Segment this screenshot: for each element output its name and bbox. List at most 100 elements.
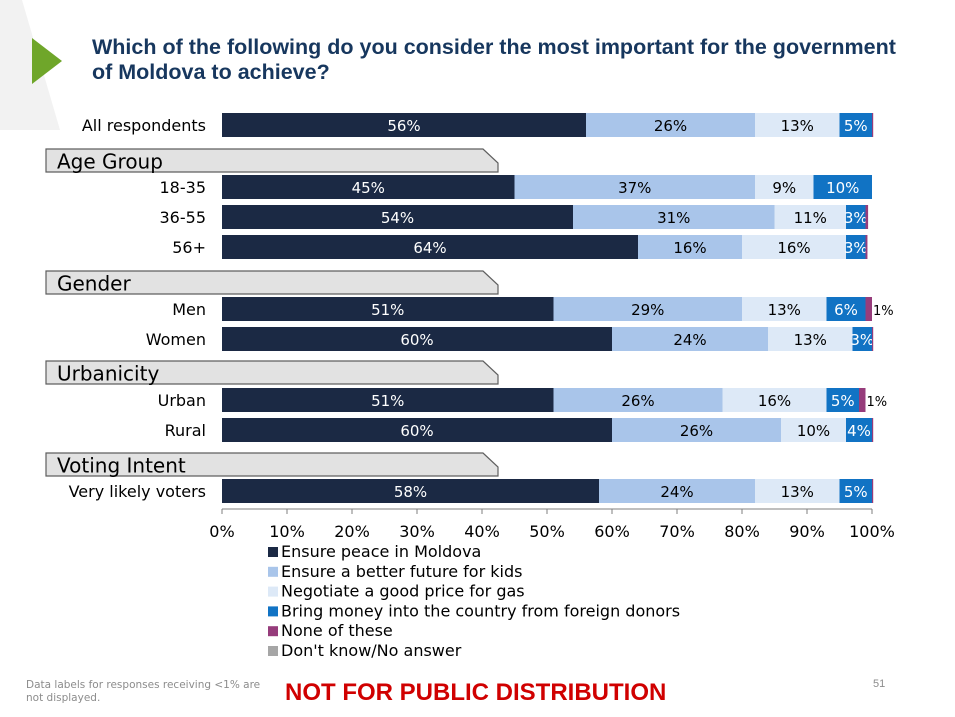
bar-segment	[742, 297, 827, 321]
bar-segment	[768, 327, 853, 351]
bar-segment	[865, 235, 868, 259]
corner-decoration	[0, 0, 60, 130]
data-label: 26%	[680, 422, 713, 440]
data-label: 5%	[844, 117, 868, 135]
legend-label: None of these	[281, 621, 393, 640]
data-label: 6%	[834, 301, 858, 319]
data-label: 1%	[873, 304, 894, 319]
legend-swatch	[268, 606, 278, 617]
data-label: 60%	[400, 331, 433, 349]
legend-label: Ensure a better future for kids	[281, 562, 522, 581]
data-label: 51%	[371, 392, 404, 410]
bar-segment	[781, 418, 846, 442]
data-label: 24%	[660, 483, 693, 501]
bar-segment	[222, 479, 599, 503]
bar-segment	[742, 235, 846, 259]
bar-segment	[553, 388, 723, 412]
legend-swatch	[268, 626, 278, 637]
bar-segment	[826, 388, 859, 412]
group-header-tab	[45, 452, 499, 477]
row-label: Men	[172, 300, 206, 319]
data-label: 13%	[768, 301, 801, 319]
data-label: 4%	[847, 422, 871, 440]
group-header-tab	[45, 148, 499, 173]
data-label: 13%	[781, 117, 814, 135]
data-label: 1%	[867, 395, 888, 410]
bar-segment	[872, 113, 874, 137]
row-label: Urban	[158, 391, 206, 410]
bar-segment	[638, 235, 742, 259]
bar-segment	[612, 327, 768, 351]
data-label: 56%	[387, 117, 420, 135]
stacked-bar-chart: All respondents 56% 26% 13% 5% Age Group 18-35…	[45, 113, 895, 660]
data-label: 13%	[781, 483, 814, 501]
legend-label: Bring money into the country from foreig…	[281, 601, 680, 620]
data-label: 45%	[352, 179, 385, 197]
x-tick-label: 0%	[209, 522, 234, 541]
legend-swatch	[268, 586, 278, 597]
bar-segment	[839, 113, 872, 137]
group-header-label: Gender	[57, 272, 131, 296]
bar-segment	[553, 297, 742, 321]
bar-segment	[865, 205, 869, 229]
data-label: 31%	[657, 209, 690, 227]
group-header-label: Age Group	[57, 150, 163, 174]
row-label: 56+	[172, 238, 206, 257]
data-label: 3%	[844, 209, 868, 227]
title-arrow-icon	[32, 38, 62, 84]
row-label: All respondents	[82, 116, 206, 135]
legend-swatch	[268, 547, 278, 557]
legend-label: Ensure peace in Moldova	[281, 542, 481, 561]
data-label: 16%	[777, 239, 810, 257]
bar-segment	[846, 205, 866, 229]
data-label: 13%	[794, 331, 827, 349]
bar-segment	[573, 205, 775, 229]
data-label: 10%	[797, 422, 830, 440]
page-number: 51	[873, 678, 886, 690]
bar-segment	[222, 388, 554, 412]
x-tick-label: 30%	[399, 522, 435, 541]
confidentiality-notice: NOT FOR PUBLIC DISTRIBUTION	[285, 679, 667, 706]
data-label: 58%	[394, 483, 427, 501]
data-label: 11%	[794, 209, 827, 227]
legend-swatch	[268, 566, 278, 577]
bar-segment	[852, 327, 872, 351]
slide-title: Which of the following do you consider t…	[92, 35, 896, 84]
bar-segment	[846, 418, 872, 442]
data-label: 26%	[621, 392, 654, 410]
bar-segment	[755, 175, 814, 199]
row-label: 36-55	[160, 208, 207, 227]
bar-segment	[872, 418, 874, 442]
x-tick-label: 100%	[849, 522, 895, 541]
bar-segment	[872, 327, 874, 351]
data-label: 51%	[371, 301, 404, 319]
group-header-label: Voting Intent	[57, 454, 186, 478]
bar-segment	[586, 113, 755, 137]
data-label: 10%	[826, 179, 859, 197]
group-header-tab	[45, 360, 499, 385]
bar-segment	[722, 388, 827, 412]
legend-label: Negotiate a good price for gas	[281, 582, 525, 601]
bar-segment	[872, 479, 874, 503]
data-label: 37%	[618, 179, 651, 197]
group-header-label: Urbanicity	[57, 362, 159, 386]
data-label: 60%	[400, 422, 433, 440]
data-label: 5%	[831, 392, 855, 410]
bar-segment	[222, 235, 638, 259]
x-tick-label: 80%	[724, 522, 760, 541]
data-label: 5%	[844, 483, 868, 501]
bar-segment	[599, 479, 755, 503]
row-label: 18-35	[160, 178, 207, 197]
group-header-tab	[45, 270, 499, 295]
bar-segment	[222, 113, 586, 137]
legend-swatch	[268, 646, 278, 656]
x-tick-label: 50%	[529, 522, 565, 541]
bar-segment	[755, 113, 840, 137]
legend-label: Don't know/No answer	[281, 641, 462, 660]
bar-segment	[846, 235, 866, 259]
x-tick-label: 60%	[594, 522, 630, 541]
bar-segment	[222, 418, 612, 442]
data-label: 64%	[413, 239, 446, 257]
data-label: 24%	[673, 331, 706, 349]
bar-segment	[774, 205, 846, 229]
